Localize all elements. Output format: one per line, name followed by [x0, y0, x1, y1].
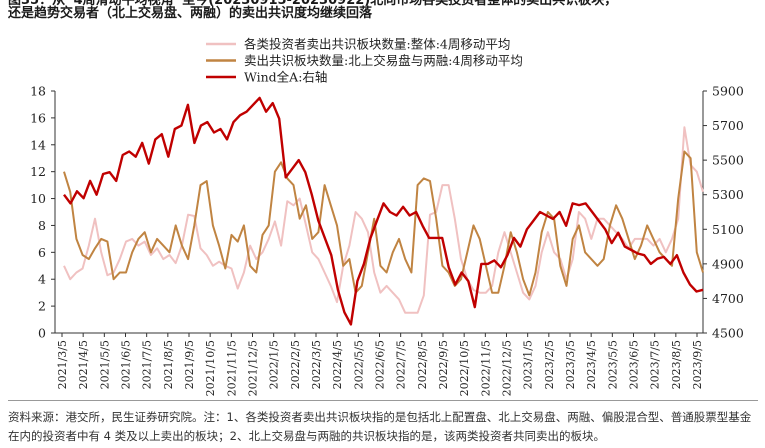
- series-line-1: [63, 126, 704, 314]
- x-axis-tick-label: 2021/7/5: [141, 340, 154, 389]
- x-axis-tick-label: 2022/6/5: [374, 340, 387, 389]
- x-axis-tick-label: 2022/4/5: [331, 340, 344, 389]
- x-axis-tick-label: 2023/1/5: [522, 340, 535, 389]
- x-axis-tick-label: 2021/4/5: [77, 340, 90, 389]
- x-axis-tick-label: 2021/6/5: [120, 340, 133, 389]
- x-axis-tick-label: 2022/8/5: [416, 340, 429, 389]
- right-axis-tick-label: 4700: [712, 291, 744, 306]
- x-axis-tick-label: 2023/9/5: [691, 340, 704, 389]
- right-axis-tick-label: 4500: [712, 326, 744, 341]
- x-axis-tick-label: 2021/8/5: [162, 340, 175, 389]
- x-axis-tick-label: 2022/5/5: [352, 340, 365, 389]
- x-axis-tick-label: 2022/3/5: [310, 340, 323, 389]
- x-axis-tick-label: 2021/10/5: [204, 340, 217, 396]
- series-line-3: [63, 96, 704, 326]
- right-axis-tick-label: 5100: [712, 222, 744, 237]
- x-axis-tick-label: 2022/7/5: [395, 340, 408, 389]
- x-axis-tick-label: 2023/3/5: [564, 340, 577, 389]
- chart-axes: 0 2 4 6 8 10 12 14 16 18 4500 4700 4900 5100 5300 5500 5…: [30, 84, 744, 397]
- left-axis-tick-label: 14: [30, 137, 46, 152]
- left-axis-tick-label: 6: [38, 245, 46, 260]
- x-axis-tick-label: 2022/12/5: [501, 340, 514, 396]
- line-chart: 0 2 4 6 8 10 12 14 16 18 4500 4700 4900 5100 5300 5500 5…: [30, 37, 744, 397]
- x-axis-tick-label: 2023/4/5: [585, 340, 598, 389]
- x-axis-tick-label: 2021/3/5: [56, 340, 69, 389]
- x-axis-tick-label: 2022/11/5: [479, 340, 492, 396]
- right-axis-tick-label: 5300: [712, 187, 744, 202]
- legend-label-1: 各类投资者卖出共识板块数量:整体:4周移动平均: [244, 37, 510, 52]
- chart-series: [63, 96, 704, 326]
- x-axis-tick-label: 2023/7/5: [649, 340, 662, 389]
- x-axis-tick-label: 2023/8/5: [670, 340, 683, 389]
- x-axis-tick-label: 2023/5/5: [606, 340, 619, 389]
- legend-label-2: 卖出共识板块数量:北上交易盘与两融:4周移动平均: [244, 53, 523, 68]
- right-axis-tick-label: 5900: [712, 84, 744, 99]
- left-axis-tick-label: 8: [38, 218, 46, 233]
- x-axis-tick-label: 2022/1/5: [268, 340, 281, 389]
- x-axis-tick-label: 2021/5/5: [98, 340, 111, 389]
- source-note: 资料来源：港交所，民生证券研究院。注：1、各类投资者卖出共识板块指的是包括北上配…: [8, 410, 752, 443]
- chart-title-line-1: 图35：从“4周滑动平均视角”至今(20230915-20230922)北向市场…: [8, 0, 618, 8]
- series-line-2: [63, 150, 704, 297]
- x-axis-tick-label: 2021/9/5: [183, 340, 196, 389]
- legend-label-3: Wind全A:右轴: [244, 70, 327, 85]
- x-axis-tick-label: 2021/12/5: [247, 340, 260, 396]
- x-axis-tick-label: 2022/2/5: [289, 340, 302, 389]
- left-axis-tick-label: 4: [38, 272, 46, 287]
- x-axis-tick-label: 2022/9/5: [437, 340, 450, 389]
- left-axis-tick-label: 0: [38, 326, 46, 341]
- chart-legend: 各类投资者卖出共识板块数量:整体:4周移动平均卖出共识板块数量:北上交易盘与两融…: [206, 37, 523, 85]
- x-axis-tick-label: 2021/11/5: [225, 340, 238, 396]
- x-axis-tick-label: 2022/10/5: [458, 340, 471, 396]
- right-axis-tick-label: 4900: [712, 256, 744, 271]
- chart-title-line-2: 还是趋势交易者（北上交易盘、两融）的卖出共识度均继续回落: [8, 6, 373, 21]
- left-axis-tick-label: 10: [30, 191, 46, 206]
- x-axis-tick-label: 2023/6/5: [628, 340, 641, 389]
- footer-divider: [8, 400, 758, 401]
- left-axis-tick-label: 2: [38, 299, 46, 314]
- left-axis-tick-label: 12: [30, 164, 46, 179]
- x-axis-tick-label: 2023/2/5: [543, 340, 556, 389]
- left-axis-tick-label: 18: [30, 84, 46, 99]
- right-axis-tick-label: 5700: [712, 118, 744, 133]
- left-axis-tick-label: 16: [30, 110, 46, 125]
- right-axis-tick-label: 5500: [712, 153, 744, 168]
